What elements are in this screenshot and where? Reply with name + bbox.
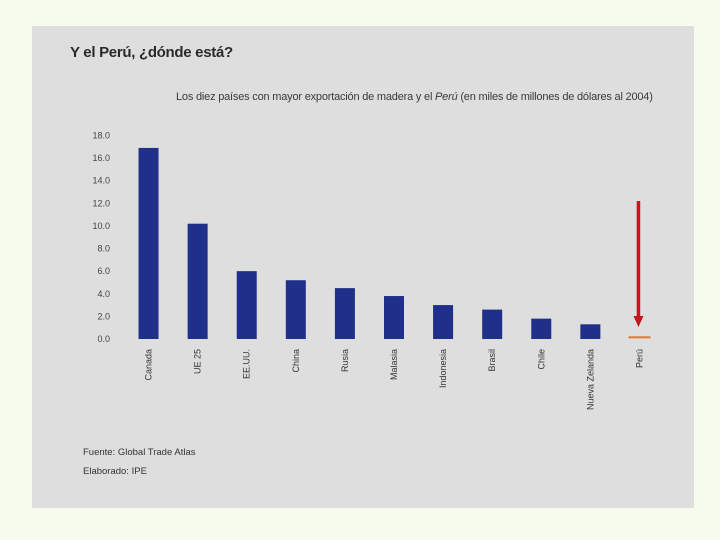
bar-chile xyxy=(531,318,552,339)
bar-indonesia xyxy=(433,305,454,339)
category-label: UE 25 xyxy=(193,349,203,374)
y-tick-label: 8.0 xyxy=(97,244,110,254)
author-note: Elaborado: IPE xyxy=(83,466,147,477)
arrow-head xyxy=(633,316,644,327)
y-tick-label: 0.0 xyxy=(97,334,110,344)
y-tick-label: 10.0 xyxy=(92,221,110,231)
y-tick-label: 14.0 xyxy=(92,176,110,186)
category-label: Indonesia xyxy=(438,349,448,388)
bar-per- xyxy=(628,336,651,339)
category-label: Rusia xyxy=(340,349,350,372)
bar-brasil xyxy=(482,309,503,339)
y-tick-label: 6.0 xyxy=(97,266,110,276)
category-label: Perú xyxy=(634,349,644,368)
bar-nueva-zelanda xyxy=(580,324,601,339)
category-label: Chile xyxy=(536,349,546,370)
chart-title: Los diez países con mayor exportación de… xyxy=(176,91,653,103)
category-label: Malasia xyxy=(389,349,399,380)
chart-title-suffix: (en miles de millones de dólares al 2004… xyxy=(457,91,653,103)
category-label: EE.UU. xyxy=(242,349,252,379)
category-label: Nueva Zelanda xyxy=(585,349,595,410)
bar-ee-uu- xyxy=(236,271,257,339)
y-tick-label: 2.0 xyxy=(97,311,110,321)
source-note: Fuente: Global Trade Atlas xyxy=(83,447,196,458)
chart-title-italic: Perú xyxy=(435,91,458,103)
y-tick-label: 18.0 xyxy=(92,131,110,141)
bar-canada xyxy=(138,147,159,339)
y-tick-label: 16.0 xyxy=(92,153,110,163)
y-tick-label: 12.0 xyxy=(92,198,110,208)
bar-rusia xyxy=(334,288,355,339)
y-tick-label: 4.0 xyxy=(97,289,110,299)
bar-china xyxy=(285,280,306,339)
slide-title: Y el Perú, ¿dónde está? xyxy=(70,44,233,61)
chart-title-prefix: Los diez países con mayor exportación de… xyxy=(176,91,436,103)
category-label: China xyxy=(291,349,301,373)
category-label: Brasil xyxy=(487,349,497,372)
bar-ue-25 xyxy=(187,223,208,339)
bar-malasia xyxy=(384,296,404,339)
category-label: Canada xyxy=(144,349,154,381)
